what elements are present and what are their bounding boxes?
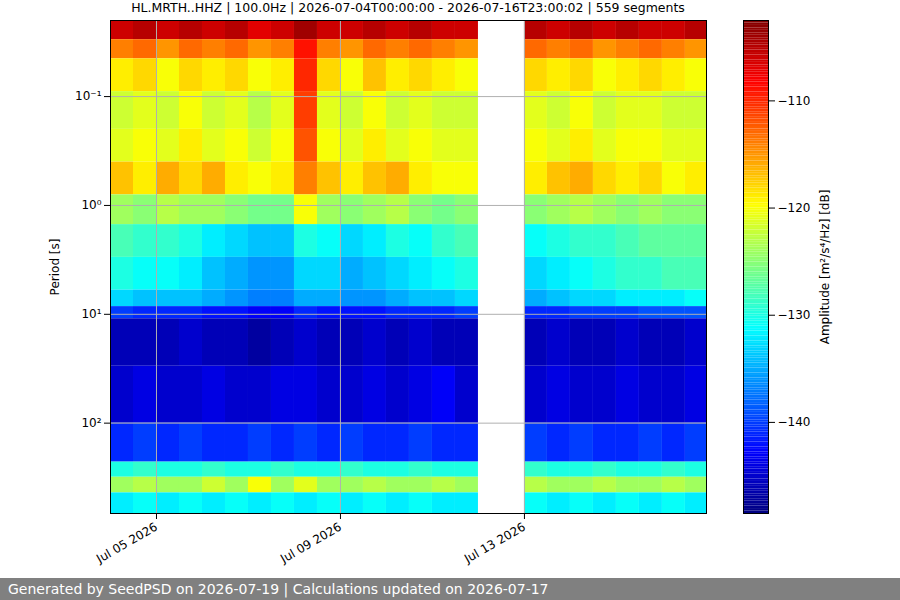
html-text:Generated by SeedPSD on 2026-0: Generated by SeedPSD on 2026-07-19 | Cal… (8, 581, 549, 597)
svg-text:Period [s]: Period [s] (48, 239, 62, 296)
svg-text:Amplitude [m²/s⁴/Hz] [dB]: Amplitude [m²/s⁴/Hz] [dB] (818, 190, 832, 345)
svg-text:Jul 13 2026: Jul 13 2026 (461, 520, 528, 567)
svg-text:−120: −120 (778, 201, 811, 215)
svg-text:−140: −140 (778, 415, 811, 429)
svg-text:−130: −130 (778, 308, 811, 322)
svg-text:10⁻¹: 10⁻¹ (75, 89, 102, 103)
svg-text:10¹: 10¹ (81, 307, 101, 321)
html-text:HL.MRTH..HHZ | 100.0Hz | 2026-: HL.MRTH..HHZ | 100.0Hz | 2026-07-04T00:0… (131, 0, 685, 15)
svg-text:10⁰: 10⁰ (81, 198, 101, 212)
svg-text:−110: −110 (778, 94, 811, 108)
svg-text:Jul 05 2026: Jul 05 2026 (93, 520, 160, 567)
svg-text:10²: 10² (81, 416, 101, 430)
svg-text:Jul 09 2026: Jul 09 2026 (277, 520, 344, 567)
